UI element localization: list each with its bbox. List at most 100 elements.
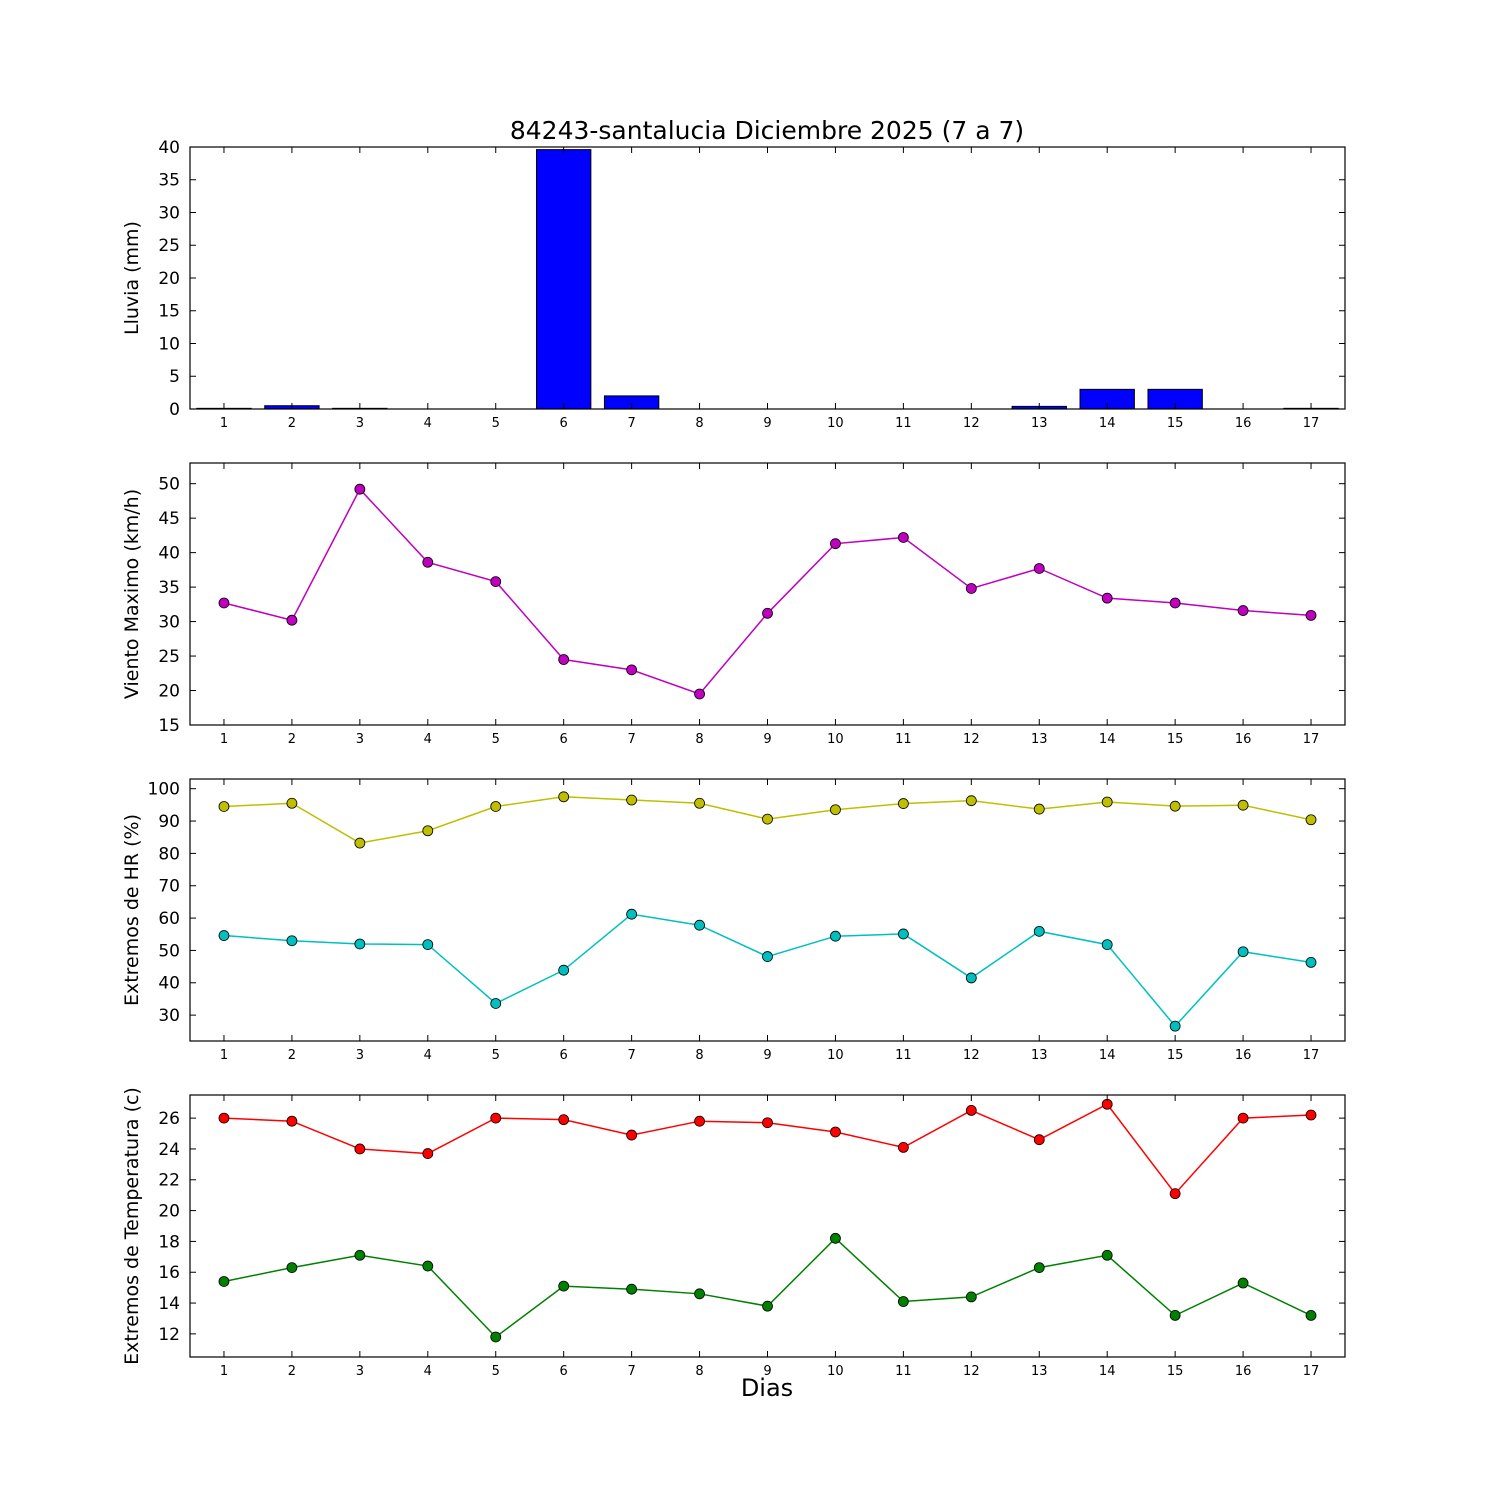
x-tick-label: 13 bbox=[1031, 1048, 1048, 1063]
x-tick-label: 13 bbox=[1031, 732, 1048, 747]
x-tick-label: 2 bbox=[288, 416, 296, 431]
temperatura-maxima-marker-day-11 bbox=[897, 1142, 909, 1153]
x-tick-label: 7 bbox=[627, 1364, 635, 1379]
x-tick-label: 3 bbox=[356, 1048, 364, 1063]
axes-frame bbox=[189, 462, 1346, 726]
hr-maxima-marker-day-6 bbox=[558, 791, 570, 803]
hr-minima-marker-day-3 bbox=[354, 938, 366, 950]
x-tick-label: 6 bbox=[560, 416, 568, 431]
hr-minima-marker-day-4 bbox=[422, 939, 434, 951]
hr-minima-marker-day-8 bbox=[694, 919, 705, 931]
y-tick-label: 80 bbox=[158, 844, 180, 864]
x-tick-label: 8 bbox=[695, 1364, 703, 1379]
temperatura-minima-marker-day-16 bbox=[1237, 1277, 1249, 1289]
x-tick-label: 17 bbox=[1303, 1364, 1320, 1379]
temperatura-minima-marker-day-5 bbox=[490, 1331, 502, 1343]
y-tick-label: 40 bbox=[158, 544, 180, 564]
hr-maxima-marker-day-4 bbox=[422, 825, 434, 837]
hr-minima-marker-day-17 bbox=[1305, 957, 1317, 968]
x-tick-label: 2 bbox=[288, 1048, 296, 1063]
viento-maximo-marker-day-15 bbox=[1169, 597, 1181, 609]
hr-maxima-marker-day-12 bbox=[965, 795, 977, 807]
x-tick-label: 16 bbox=[1235, 1364, 1252, 1379]
y-tick-label: 14 bbox=[158, 1294, 180, 1314]
x-tick-label: 11 bbox=[895, 1048, 912, 1063]
hr-minima-marker-day-9 bbox=[762, 951, 773, 962]
viento-maximo-marker-day-12 bbox=[965, 583, 977, 594]
rain-bar-day-6 bbox=[536, 149, 592, 410]
x-tick-label: 13 bbox=[1031, 416, 1048, 431]
hr-minima-marker-day-12 bbox=[965, 972, 977, 984]
temperatura-minima-marker-day-13 bbox=[1033, 1262, 1045, 1274]
temperatura-maxima-marker-day-10 bbox=[830, 1126, 841, 1138]
temperatura-maxima-marker-day-12 bbox=[965, 1105, 977, 1116]
axes-frame bbox=[189, 778, 1346, 1042]
hr-maxima-marker-day-16 bbox=[1237, 799, 1249, 811]
y-tick-label: 22 bbox=[158, 1171, 180, 1191]
hr-maxima-marker-day-14 bbox=[1101, 796, 1113, 808]
temperatura-maxima-marker-day-13 bbox=[1033, 1134, 1045, 1146]
viento-maximo-marker-day-2 bbox=[286, 614, 298, 626]
x-tick-label: 1 bbox=[220, 1364, 228, 1379]
viento-maximo-marker-day-9 bbox=[762, 607, 773, 619]
temperatura-maxima-marker-day-16 bbox=[1237, 1112, 1249, 1124]
temperatura-maxima-marker-day-17 bbox=[1305, 1109, 1317, 1121]
viento-maximo-marker-day-3 bbox=[354, 483, 366, 495]
x-tick-label: 3 bbox=[356, 732, 364, 747]
x-tick-label: 14 bbox=[1099, 732, 1116, 747]
viento-maximo-marker-day-7 bbox=[626, 664, 638, 676]
temperatura-minima-marker-day-2 bbox=[286, 1262, 298, 1274]
temperatura-maxima-marker-day-8 bbox=[694, 1115, 705, 1127]
x-tick-label: 1 bbox=[220, 732, 228, 747]
x-tick-label: 12 bbox=[963, 1364, 980, 1379]
hr-maxima-marker-day-5 bbox=[490, 801, 502, 812]
x-tick-label: 17 bbox=[1303, 416, 1320, 431]
x-tick-label: 15 bbox=[1167, 416, 1184, 431]
x-axis-label: Dias bbox=[741, 1374, 793, 1402]
x-tick-label: 9 bbox=[763, 1048, 771, 1063]
x-tick-label: 2 bbox=[288, 1364, 296, 1379]
y-tick-label: 0 bbox=[169, 400, 180, 420]
temperatura-maxima-marker-day-3 bbox=[354, 1143, 366, 1155]
x-tick-label: 16 bbox=[1235, 732, 1252, 747]
x-tick-label: 10 bbox=[827, 732, 844, 747]
y-tick-label: 16 bbox=[158, 1263, 180, 1283]
hr-minima-marker-day-13 bbox=[1033, 925, 1045, 937]
temperatura-minima-marker-day-11 bbox=[897, 1296, 909, 1307]
viento-maximo-marker-day-17 bbox=[1305, 609, 1317, 621]
y-tick-label: 50 bbox=[158, 941, 180, 961]
x-tick-label: 15 bbox=[1167, 1364, 1184, 1379]
x-tick-label: 1 bbox=[220, 416, 228, 431]
y-axis-label-subplot-3: Extremos de HR (%) bbox=[121, 814, 143, 1006]
x-tick-label: 11 bbox=[895, 1364, 912, 1379]
hr-maxima-marker-day-9 bbox=[762, 813, 773, 825]
y-axis-label-subplot-4: Extremos de Temperatura (c) bbox=[121, 1087, 143, 1365]
y-tick-label: 20 bbox=[158, 1202, 180, 1222]
temperatura-minima-marker-day-4 bbox=[422, 1260, 434, 1272]
x-tick-label: 4 bbox=[424, 416, 432, 431]
temperatura-maxima-marker-day-2 bbox=[286, 1115, 298, 1127]
y-tick-label: 40 bbox=[158, 138, 180, 158]
y-tick-label: 5 bbox=[169, 367, 180, 387]
temperatura-minima-marker-day-8 bbox=[694, 1288, 705, 1300]
hr-maxima-marker-day-17 bbox=[1305, 814, 1317, 826]
temperatura-minima-marker-day-1 bbox=[218, 1276, 230, 1287]
hr-minima-marker-day-11 bbox=[897, 928, 909, 940]
viento-maximo-marker-day-1 bbox=[218, 597, 230, 609]
viento-maximo-marker-day-13 bbox=[1033, 563, 1045, 574]
hr-maxima-marker-day-11 bbox=[897, 798, 909, 809]
temperatura-minima-marker-day-14 bbox=[1101, 1249, 1113, 1261]
x-tick-label: 10 bbox=[827, 1364, 844, 1379]
x-tick-label: 12 bbox=[963, 732, 980, 747]
temperatura-minima-marker-day-10 bbox=[830, 1232, 841, 1244]
temperatura-minima-marker-day-15 bbox=[1169, 1309, 1181, 1321]
hr-minima-marker-day-14 bbox=[1101, 939, 1113, 951]
x-tick-label: 14 bbox=[1099, 1048, 1116, 1063]
x-tick-label: 12 bbox=[963, 1048, 980, 1063]
x-tick-label: 6 bbox=[560, 1364, 568, 1379]
y-tick-label: 26 bbox=[158, 1109, 180, 1129]
